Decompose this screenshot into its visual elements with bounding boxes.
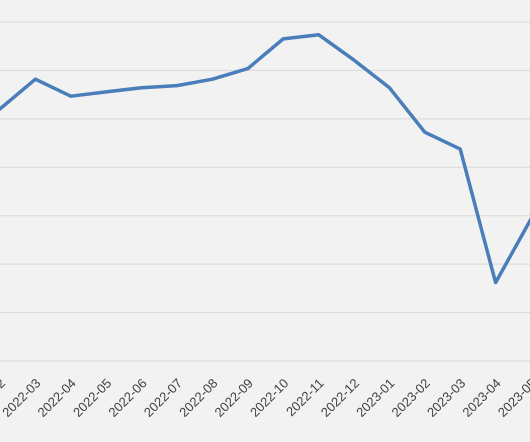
series-line [0,32,530,285]
series-layer [0,32,530,285]
grid-lines [0,21,530,362]
